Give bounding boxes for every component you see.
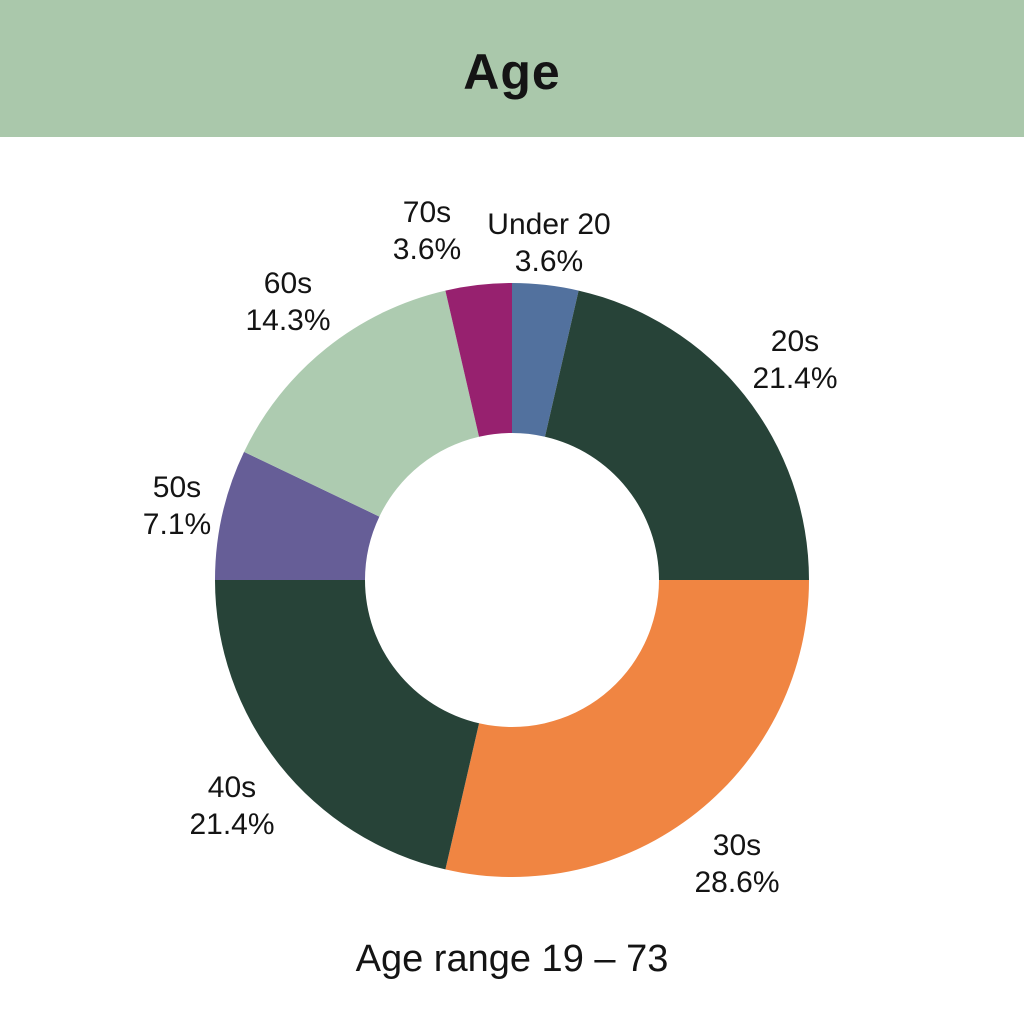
donut-segment-30s (445, 580, 809, 877)
slice-label-name: 40s (207, 771, 257, 804)
slice-label-percent: 21.4% (752, 362, 838, 395)
slice-label-name: Under 20 (487, 208, 611, 241)
slice-label-percent: 3.6% (514, 245, 584, 278)
slice-label-name: 30s (712, 829, 762, 862)
slice-label-70s: 70s 3.6% (393, 194, 461, 268)
slice-label-30s: 30s 28.6% (694, 827, 779, 901)
slice-label-name: 70s (402, 196, 452, 229)
donut-segment-60s (244, 290, 480, 517)
slice-label-50s: 50s 7.1% (143, 469, 211, 543)
donut-segment-70s (445, 283, 512, 437)
slice-label-name: 20s (770, 325, 820, 358)
slice-label-under-20: Under 20 3.6% (487, 206, 610, 280)
slice-label-percent: 28.6% (694, 866, 780, 899)
slice-label-percent: 3.6% (392, 233, 462, 266)
donut-segment-under-20 (512, 283, 579, 437)
slice-label-percent: 21.4% (189, 808, 275, 841)
slice-label-60s: 60s 14.3% (245, 265, 330, 339)
header-band: Age (0, 0, 1024, 137)
chart-caption: Age range 19 – 73 (355, 938, 669, 980)
slice-label-name: 60s (263, 267, 313, 300)
donut-segment-50s (215, 451, 380, 580)
slice-label-40s: 40s 21.4% (189, 769, 274, 843)
slice-label-percent: 14.3% (245, 304, 331, 337)
donut-segment-20s (544, 290, 809, 580)
slice-label-20s: 20s 21.4% (752, 323, 837, 397)
slice-label-name: 50s (152, 471, 202, 504)
donut-segment-40s (214, 580, 480, 870)
slice-label-percent: 7.1% (142, 508, 212, 541)
page-title: Age (463, 43, 561, 100)
